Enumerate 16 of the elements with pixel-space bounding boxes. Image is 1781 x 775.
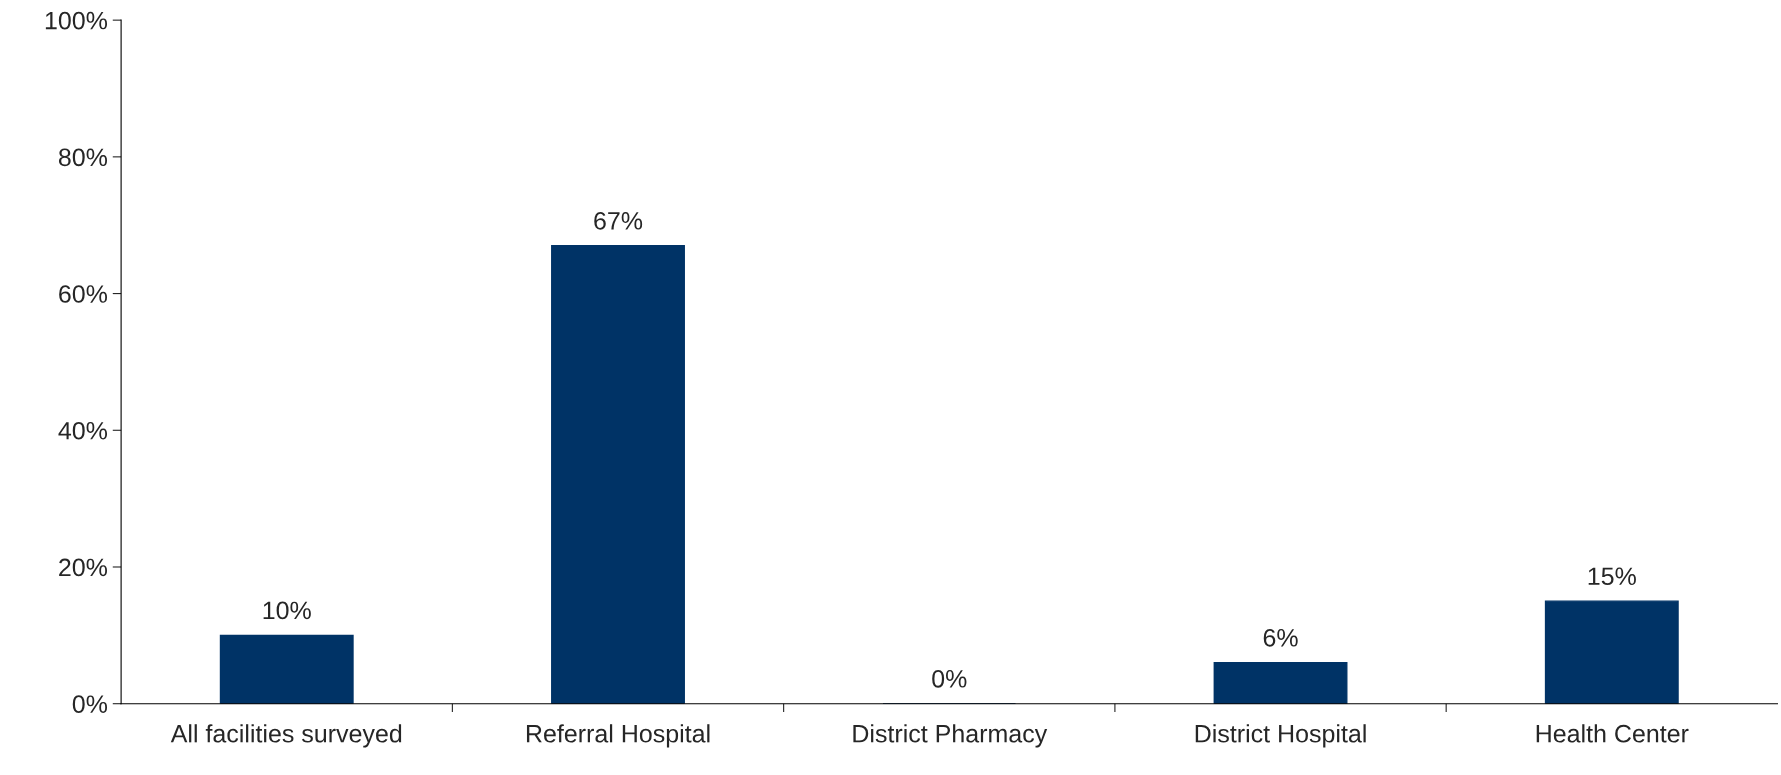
data-label: 15% — [1588, 567, 1636, 586]
data-label: 6% — [1263, 628, 1298, 647]
data-label: 67% — [594, 211, 643, 230]
x-tick-label: District Pharmacy — [853, 724, 1048, 748]
y-tick-label: 40% — [58, 421, 108, 440]
y-tick-label: 20% — [59, 558, 108, 577]
data-label: 10% — [263, 601, 311, 620]
y-tick-label: 60% — [59, 285, 108, 303]
y-tick-label: 0% — [72, 695, 108, 713]
data-label: 0% — [932, 669, 967, 688]
x-tick-label: Health Center — [1536, 724, 1689, 743]
y-tick-label: 100% — [45, 11, 108, 30]
x-tick-label: Referral Hospital — [526, 724, 710, 748]
x-tick-label: All facilities surveyed — [170, 724, 402, 748]
y-tick-label: 80% — [58, 148, 108, 167]
x-tick-label: District Hospital — [1195, 724, 1366, 748]
